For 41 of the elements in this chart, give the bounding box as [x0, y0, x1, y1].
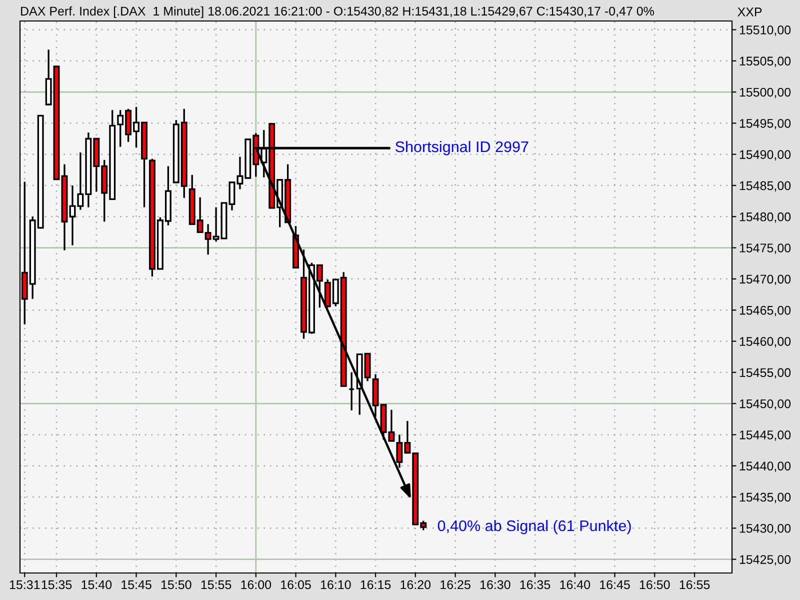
chart-title: DAX Perf. Index [.DAX 1 Minute] 18.06.2021 16:21:00 - O:15430,82 H:15431,18 L:15429,67 C:15430,17 -0,47 0% — [21, 6, 654, 18]
x-tick-label: 15:40 — [82, 580, 112, 590]
x-tick-label: 15:45 — [122, 580, 152, 590]
x-tick-label: 15:35 — [42, 580, 72, 590]
y-tick-label: 15450,00 — [740, 399, 791, 410]
y-tick-label: 15435,00 — [740, 492, 791, 504]
x-tick-label: 16:20 — [400, 580, 431, 590]
x-tick-label: 16:55 — [680, 580, 710, 590]
x-tick-label: 16:10 — [320, 580, 351, 590]
x-tick-label: 15:50 — [161, 580, 192, 590]
x-tick-label: 16:15 — [360, 580, 391, 590]
y-tick-label: 15500,00 — [740, 88, 791, 98]
y-tick-label: 15480,00 — [740, 212, 791, 223]
x-tick-label: 15:55 — [201, 580, 232, 590]
y-tick-label: 15505,00 — [740, 56, 791, 67]
y-tick-label: 15485,00 — [740, 181, 791, 192]
y-tick-label: 15510,00 — [740, 26, 791, 36]
y-tick-label: 15490,00 — [740, 150, 791, 160]
y-tick-label: 15440,00 — [740, 462, 791, 472]
x-tick-label: 16:35 — [520, 580, 550, 590]
x-tick-label: 16:00 — [241, 580, 272, 590]
y-axis-title: XXP — [738, 8, 762, 16]
x-tick-label: 16:30 — [480, 580, 510, 590]
x-tick-label: 16:45 — [600, 580, 630, 590]
y-tick-label: 15425,00 — [740, 555, 791, 566]
x-tick-label: 16:05 — [281, 580, 311, 590]
x-tick-label: 15:31 — [10, 580, 40, 590]
y-tick-label: 15495,00 — [740, 118, 791, 130]
y-tick-label: 15430,00 — [740, 524, 791, 534]
x-tick-label: 16:50 — [640, 580, 670, 590]
y-tick-label: 15455,00 — [740, 368, 791, 379]
y-tick-label: 15460,00 — [740, 337, 791, 348]
x-tick-label: 16:40 — [560, 580, 590, 590]
y-tick-label: 15465,00 — [740, 306, 791, 316]
y-tick-label: 15470,00 — [740, 274, 791, 286]
annotation: 0,40% ab Signal (61 Punkte) — [438, 520, 631, 534]
x-tick-label: 16:25 — [440, 580, 470, 590]
y-tick-label: 15475,00 — [740, 244, 791, 254]
y-tick-label: 15445,00 — [740, 430, 791, 441]
annotation: Shortsignal ID 2997 — [395, 140, 528, 156]
candlestick — [348, 372, 355, 412]
